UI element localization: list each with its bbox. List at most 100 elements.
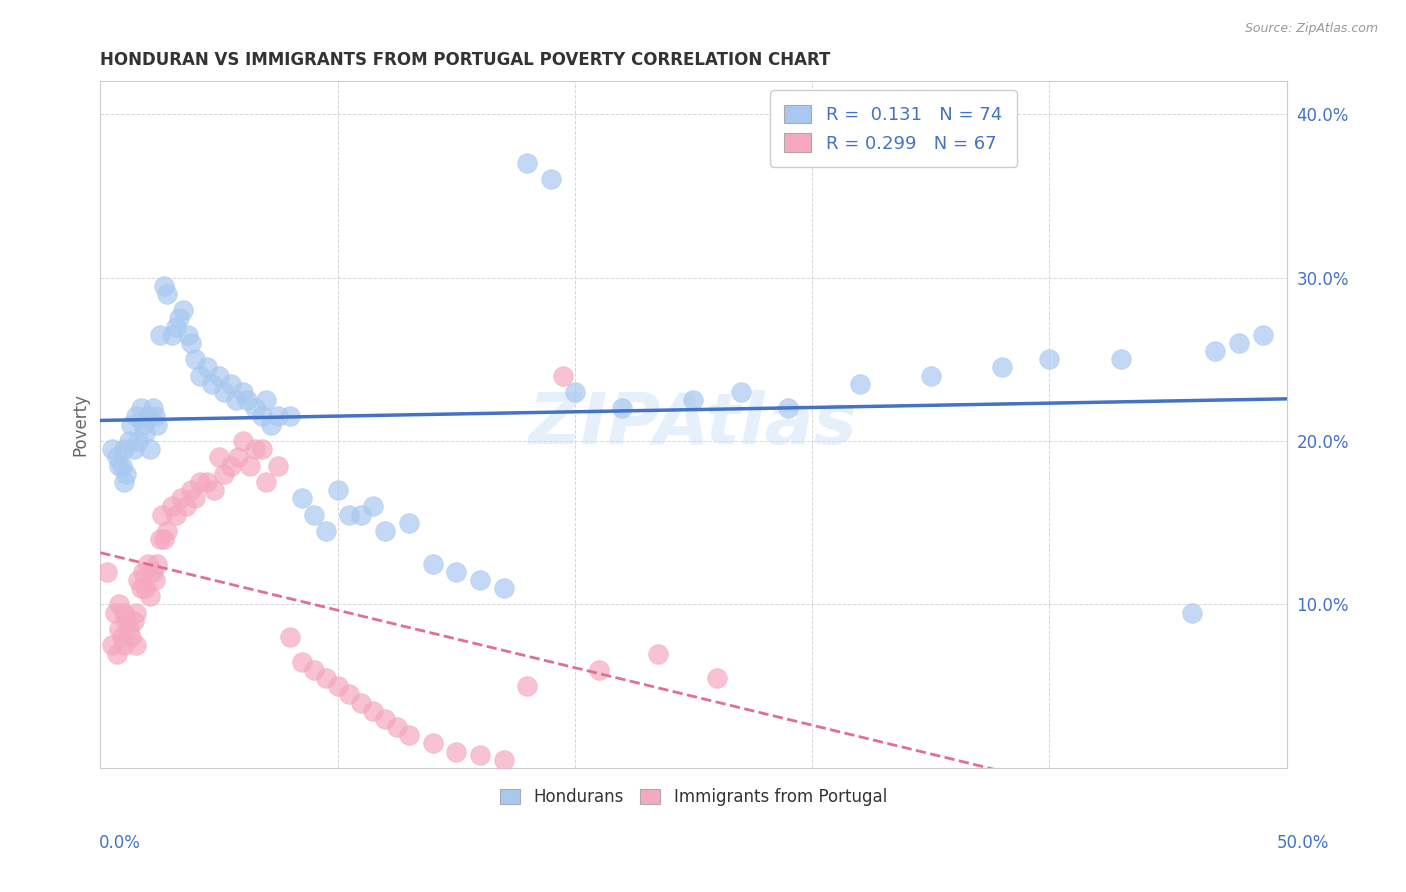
Point <box>254 393 277 408</box>
Point <box>96 565 118 579</box>
Point <box>212 467 235 481</box>
Point <box>179 335 201 350</box>
Point <box>112 475 135 489</box>
Point <box>492 753 515 767</box>
Point <box>146 557 169 571</box>
Point <box>706 671 728 685</box>
Point <box>111 630 134 644</box>
Point <box>302 508 325 522</box>
Point <box>122 614 145 628</box>
Point <box>127 573 149 587</box>
Point <box>243 401 266 416</box>
Point <box>153 278 176 293</box>
Point <box>254 475 277 489</box>
Point <box>101 638 124 652</box>
Point <box>250 409 273 424</box>
Point <box>730 384 752 399</box>
Point <box>361 704 384 718</box>
Point <box>172 303 194 318</box>
Point <box>267 458 290 473</box>
Point <box>682 393 704 408</box>
Point <box>1038 352 1060 367</box>
Point <box>174 500 197 514</box>
Point <box>588 663 610 677</box>
Point <box>385 720 408 734</box>
Point <box>139 442 162 457</box>
Point <box>239 458 262 473</box>
Point <box>1181 606 1204 620</box>
Point <box>101 442 124 457</box>
Point <box>108 622 131 636</box>
Point <box>160 500 183 514</box>
Point <box>236 393 259 408</box>
Point <box>219 458 242 473</box>
Point <box>118 434 141 448</box>
Point <box>291 491 314 506</box>
Point <box>201 376 224 391</box>
Point <box>129 401 152 416</box>
Point <box>492 581 515 595</box>
Point <box>339 687 361 701</box>
Point <box>1109 352 1132 367</box>
Point <box>139 589 162 603</box>
Text: 50.0%: 50.0% <box>1277 834 1329 852</box>
Point <box>374 712 396 726</box>
Point <box>444 565 467 579</box>
Point <box>125 606 148 620</box>
Point <box>170 491 193 506</box>
Point <box>315 671 337 685</box>
Point <box>112 638 135 652</box>
Point <box>647 647 669 661</box>
Point <box>422 557 444 571</box>
Point <box>225 393 247 408</box>
Text: HONDURAN VS IMMIGRANTS FROM PORTUGAL POVERTY CORRELATION CHART: HONDURAN VS IMMIGRANTS FROM PORTUGAL POV… <box>100 51 831 69</box>
Point <box>232 384 254 399</box>
Point <box>105 450 128 465</box>
Point <box>122 442 145 457</box>
Point <box>136 409 159 424</box>
Point <box>165 508 187 522</box>
Point <box>112 442 135 457</box>
Point <box>143 573 166 587</box>
Point <box>188 368 211 383</box>
Point <box>167 311 190 326</box>
Point <box>195 360 218 375</box>
Point <box>1204 344 1226 359</box>
Point <box>195 475 218 489</box>
Point <box>291 655 314 669</box>
Point <box>134 425 156 440</box>
Point <box>1227 335 1250 350</box>
Point <box>361 500 384 514</box>
Point <box>250 442 273 457</box>
Point <box>208 368 231 383</box>
Point <box>468 747 491 762</box>
Point <box>125 409 148 424</box>
Point <box>848 376 870 391</box>
Point <box>149 327 172 342</box>
Point <box>422 736 444 750</box>
Point <box>278 409 301 424</box>
Point <box>920 368 942 383</box>
Point <box>184 491 207 506</box>
Point <box>129 581 152 595</box>
Point <box>551 368 574 383</box>
Point <box>302 663 325 677</box>
Text: 0.0%: 0.0% <box>98 834 141 852</box>
Point <box>468 573 491 587</box>
Point <box>149 532 172 546</box>
Point <box>226 450 249 465</box>
Point <box>108 598 131 612</box>
Point <box>188 475 211 489</box>
Point <box>120 630 142 644</box>
Point <box>179 483 201 497</box>
Point <box>315 524 337 538</box>
Point <box>278 630 301 644</box>
Point <box>350 508 373 522</box>
Point <box>134 581 156 595</box>
Point <box>143 409 166 424</box>
Point <box>219 376 242 391</box>
Point <box>374 524 396 538</box>
Point <box>208 450 231 465</box>
Point <box>132 565 155 579</box>
Point <box>141 565 163 579</box>
